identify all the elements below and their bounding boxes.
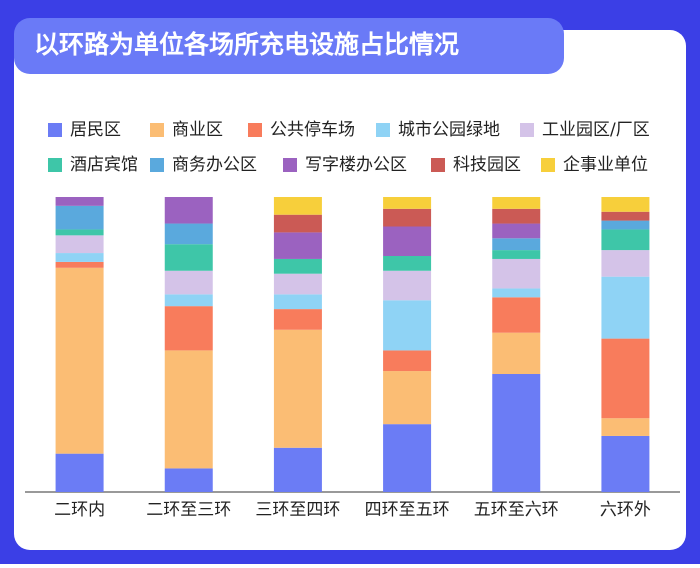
bar-segment [492, 258, 541, 289]
bar-segment [492, 223, 541, 239]
legend-swatch [376, 123, 390, 137]
bar-segment [164, 468, 213, 492]
x-tick-label: 二环至三环 [146, 500, 231, 520]
bar-segment [273, 197, 322, 215]
bar-segment [164, 223, 213, 245]
bar-segment [55, 197, 104, 206]
bar-segment [492, 197, 541, 209]
bar-segment [273, 258, 322, 274]
bar-segment [273, 447, 322, 492]
x-tick-label: 六环外 [600, 500, 651, 520]
legend-swatch [520, 123, 534, 137]
legend-swatch [150, 123, 164, 137]
card [14, 30, 686, 550]
bar-segment [601, 338, 650, 419]
bar-segment [492, 332, 541, 374]
bar-segment [601, 197, 650, 212]
legend-label: 居民区 [70, 120, 121, 140]
legend-swatch [541, 158, 555, 172]
x-tick-label: 二环内 [54, 500, 105, 520]
bar-segment [601, 250, 650, 277]
legend-swatch [48, 123, 62, 137]
bar-segment [492, 288, 541, 298]
bar-segment [492, 208, 541, 224]
bar-segment [601, 229, 650, 251]
bar-segment [383, 350, 432, 372]
bar-segment [273, 329, 322, 448]
bar-segment [55, 261, 104, 268]
bar-segment [164, 306, 213, 351]
bar-segment [492, 238, 541, 251]
bar-segment [601, 418, 650, 436]
bar-segment [55, 235, 104, 254]
legend-swatch [431, 158, 445, 172]
legend-label: 科技园区 [453, 155, 521, 175]
bar-segment [383, 270, 432, 301]
bar-segment [55, 453, 104, 492]
bar-segment [55, 267, 104, 454]
bar-segment [273, 309, 322, 330]
bar-segment [383, 371, 432, 425]
bar-segment [492, 250, 541, 259]
bar-segment [383, 424, 432, 492]
bar-segment [273, 214, 322, 233]
bar-segment [492, 297, 541, 333]
x-tick-label: 五环至六环 [474, 500, 559, 520]
bar-segment [383, 226, 432, 256]
bar-segment [273, 294, 322, 310]
bar-segment [492, 374, 541, 492]
legend-label: 公共停车场 [270, 120, 355, 140]
bar-segment [383, 208, 432, 227]
bar-segment [164, 197, 213, 224]
title-tab [14, 18, 564, 74]
legend-label: 酒店宾馆 [70, 155, 138, 175]
legend-swatch [248, 123, 262, 137]
legend-label: 商务办公区 [172, 155, 257, 175]
bar-segment [383, 300, 432, 351]
bar-segment [601, 435, 650, 492]
bar-segment [273, 273, 322, 295]
bar-segment [55, 253, 104, 262]
bar-segment [55, 229, 104, 236]
x-tick-label: 四环至五环 [365, 500, 450, 520]
bar-segment [601, 220, 650, 230]
legend-label: 城市公园绿地 [398, 120, 500, 140]
bar-segment [164, 244, 213, 271]
chart-title: 以环路为单位各场所充电设施占比情况 [34, 30, 459, 59]
legend-label: 企事业单位 [563, 155, 648, 175]
x-tick-label: 三环至四环 [255, 500, 340, 520]
legend-swatch [150, 158, 164, 172]
legend-label: 工业园区/厂区 [542, 120, 650, 140]
legend-label: 写字楼办公区 [305, 155, 407, 175]
legend-swatch [283, 158, 297, 172]
bar-segment [383, 197, 432, 209]
bar-segment [164, 350, 213, 469]
bar-segment [601, 276, 650, 339]
legend-label: 商业区 [172, 120, 223, 140]
legend-swatch [48, 158, 62, 172]
bar-segment [164, 270, 213, 295]
bar-segment [55, 205, 104, 230]
bar-segment [601, 211, 650, 221]
bar-segment [383, 256, 432, 271]
bar-segment [273, 232, 322, 259]
bar-segment [164, 294, 213, 307]
